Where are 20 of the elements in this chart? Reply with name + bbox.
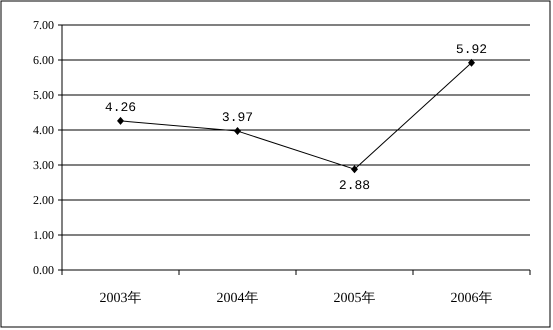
data-label: 2.88 xyxy=(338,178,370,194)
data-label: 5.92 xyxy=(456,42,488,57)
point xyxy=(234,127,241,136)
y-tick-label: 4.00 xyxy=(33,123,54,137)
x-tick-label: 2006年 xyxy=(450,290,492,306)
y-tick-label: 7.00 xyxy=(33,18,54,32)
data-label: 3.97 xyxy=(222,110,254,126)
data-label: 4.26 xyxy=(104,100,136,115)
y-tick-label: 2.00 xyxy=(33,193,54,207)
y-tick-label: 0.00 xyxy=(33,263,54,277)
y-tick-label: 5.00 xyxy=(33,88,54,102)
y-tick-label: 3.00 xyxy=(33,158,54,172)
point xyxy=(468,58,475,67)
y-tick-label: 6.00 xyxy=(33,53,54,67)
point xyxy=(351,165,358,174)
x-tick-label: 2005年 xyxy=(334,290,376,306)
point xyxy=(117,116,124,125)
y-tick-label: 1.00 xyxy=(33,228,54,242)
x-tick-label: 2003年 xyxy=(100,290,142,306)
x-tick-label: 2004年 xyxy=(216,290,258,306)
